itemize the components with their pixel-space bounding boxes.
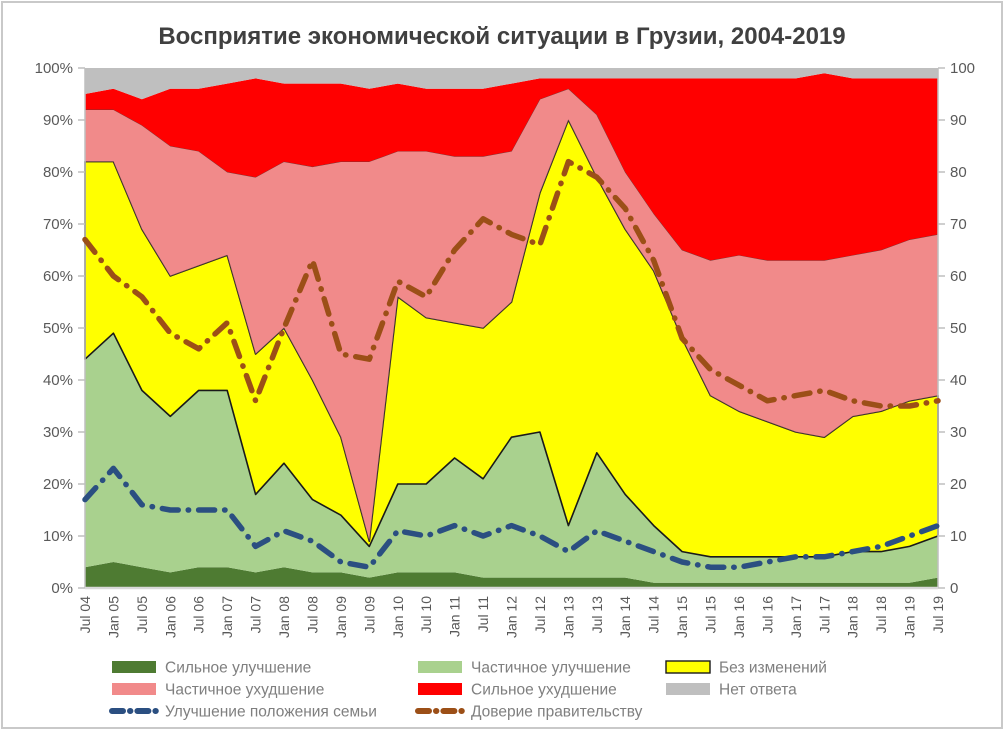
y-axis-right-label: 100 [950,60,975,77]
x-axis-label: Jul 18 [873,596,889,634]
x-axis-label: Jan 15 [674,596,690,638]
legend-label-partial-worsening: Частичное ухудшение [165,682,324,699]
axes: 0% 0 10% 10 20% 20 30% 30 40% 40 50% 50 60% 60 70% 70 80… [35,60,975,638]
legend-swatch-strong-improvement [112,661,156,673]
legend-item-strong-worsening: Сильное ухудшение [418,682,617,699]
legend-swatch-no-change [665,660,711,674]
x-axis-label: Jul 14 [646,596,662,634]
x-axis-label: Jul 10 [418,596,434,634]
chart-title: Восприятие экономической ситуации в Груз… [158,23,845,50]
area-no-answer [85,68,938,100]
y-axis-right-label: 80 [950,164,967,181]
y-axis-right-label: 70 [950,216,967,233]
x-axis-label: Jan 11 [447,596,463,637]
y-axis-right-label: 10 [950,528,967,545]
y-axis-left-label: 60% [43,268,73,285]
legend-label-no-change: Без изменений [719,660,827,677]
y-axis-right-label: 40 [950,372,967,389]
x-axis-label: Jul 05 [134,596,150,634]
y-axis-left-label: 70% [43,216,73,233]
legend-item-partial-improvement: Частичное улучшение [418,660,631,677]
x-axis-label: Jul 13 [589,596,605,634]
x-axis-label: Jan 06 [162,596,178,638]
area-partial-improvement [85,333,938,583]
legend: Сильное улучшение Частичное улучшение Без … [109,660,827,721]
y-axis-left-label: 30% [43,424,73,441]
x-axis-label: Jan 13 [560,596,576,638]
x-axis-label: Jul 19 [930,596,946,634]
legend-swatch-partial-worsening [112,683,156,695]
x-axis-label: Jan 07 [219,596,235,638]
x-axis-label: Jul 12 [532,596,548,634]
x-axis-label: Jan 19 [902,596,918,638]
x-axis-label: Jul 04 [77,596,93,634]
legend-item-no-answer: Нет ответа [666,682,797,699]
y-axis-left-label: 80% [43,164,73,181]
legend-swatch-no-answer [666,683,710,695]
legend-label-strong-improvement: Сильное улучшение [165,660,311,677]
line-government-trust-line [82,158,941,409]
x-axis-label: Jul 08 [304,596,320,634]
y-axis-left-label: 20% [43,476,73,493]
y-axis-right-label: 0 [950,580,958,597]
x-axis-label: Jul 09 [361,596,377,634]
legend-label-government-trust-line: Доверие правительству [471,704,643,721]
y-axis-left-label: 40% [43,372,73,389]
legend-swatch-strong-worsening [418,683,462,695]
x-axis-label: Jan 18 [845,596,861,638]
legend-item-family-improvement-line: Улучшение положения семьи [109,704,377,721]
x-axis-label: Jan 09 [333,596,349,638]
y-axis-right-label: 30 [950,424,967,441]
y-axis-left-label: 10% [43,528,73,545]
y-axis-right-label: 50 [950,320,967,337]
x-axis-label: Jan 14 [617,596,633,638]
y-axis-left-label: 0% [51,580,73,597]
x-axis-label: Jan 10 [390,596,406,638]
legend-label-family-improvement-line: Улучшение положения семьи [165,704,377,721]
x-axis-label: Jul 11 [475,596,491,633]
x-axis-label: Jul 15 [703,596,719,634]
x-axis-label: Jan 05 [105,596,121,638]
x-axis-label: Jan 08 [276,596,292,638]
y-axis-right-label: 60 [950,268,967,285]
x-axis-label: Jul 07 [248,596,264,634]
area-strong-improvement [85,562,938,588]
area-strong-worsening [85,73,938,261]
x-axis-label: Jan 17 [788,596,804,638]
y-axis-right-label: 20 [950,476,967,493]
legend-swatch-partial-improvement [418,661,462,673]
legend-item-partial-worsening: Частичное ухудшение [112,682,324,699]
y-axis-left-label: 90% [43,112,73,129]
legend-label-no-answer: Нет ответа [719,682,797,699]
legend-label-strong-worsening: Сильное ухудшение [471,682,617,699]
legend-item-strong-improvement: Сильное улучшение [112,660,311,677]
line-family-improvement-line [82,465,941,570]
legend-item-government-trust-line: Доверие правительству [415,704,643,721]
y-axis-right-label: 90 [950,112,967,129]
y-axis-left-label: 100% [35,60,73,77]
x-axis-label: Jan 16 [731,596,747,638]
stacked-areas [84,68,939,588]
y-axis-left-label: 50% [43,320,73,337]
legend-item-no-change: Без изменений [665,660,827,677]
overlay-lines [82,158,941,570]
x-axis-label: Jul 17 [816,596,832,634]
x-axis-label: Jul 06 [191,596,207,634]
legend-label-partial-improvement: Частичное улучшение [471,660,631,677]
x-axis-label: Jan 12 [504,596,520,638]
x-axis-label: Jul 16 [759,596,775,634]
